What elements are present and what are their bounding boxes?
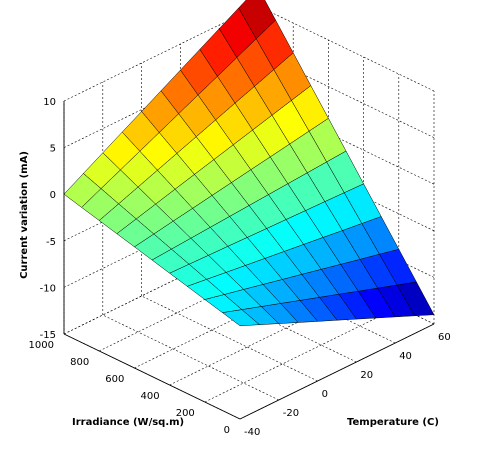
y-tick-label: 1000 — [29, 340, 54, 351]
x-axis-line — [239, 323, 435, 420]
grid-line — [102, 314, 279, 401]
z-axis-label: Current variation (mA) — [19, 151, 30, 279]
y-tick-label: 0 — [224, 425, 230, 436]
x-axis-label: Temperature (C) — [347, 417, 439, 428]
z-tick-label: -5 — [46, 237, 56, 248]
x-tick-label: -40 — [244, 427, 260, 438]
z-tick-label: 5 — [50, 144, 56, 155]
y-tick-label: 600 — [105, 374, 124, 385]
y-tick-label: 800 — [70, 357, 89, 368]
grid-line — [204, 306, 399, 403]
x-tick-label: 60 — [438, 332, 451, 343]
x-tick-label: 0 — [322, 389, 328, 400]
x-tick-label: 40 — [399, 351, 412, 362]
tick-labels: -15 -10 -5 0 5 10 0 200 400 600 800 1000 -40 -20 0 20 40… — [29, 97, 451, 438]
grid-line — [257, 98, 435, 185]
y-axis-line — [63, 333, 241, 420]
z-tick-label: -15 — [40, 330, 56, 341]
x-tick-label: 20 — [360, 370, 373, 381]
grid-line — [257, 5, 435, 92]
z-tick-label: 10 — [43, 97, 56, 108]
z-tick-label: -10 — [40, 283, 56, 294]
y-axis-label: Irradiance (W/sq.m) — [72, 417, 184, 428]
x-tick-label: -20 — [283, 408, 299, 419]
z-tick-label: 0 — [50, 190, 56, 201]
y-tick-label: 200 — [176, 408, 195, 419]
surface-mesh — [63, 0, 435, 327]
grid-line — [141, 295, 318, 382]
y-tick-label: 400 — [141, 391, 160, 402]
grid-line — [257, 52, 435, 138]
surface-cell — [63, 173, 102, 208]
